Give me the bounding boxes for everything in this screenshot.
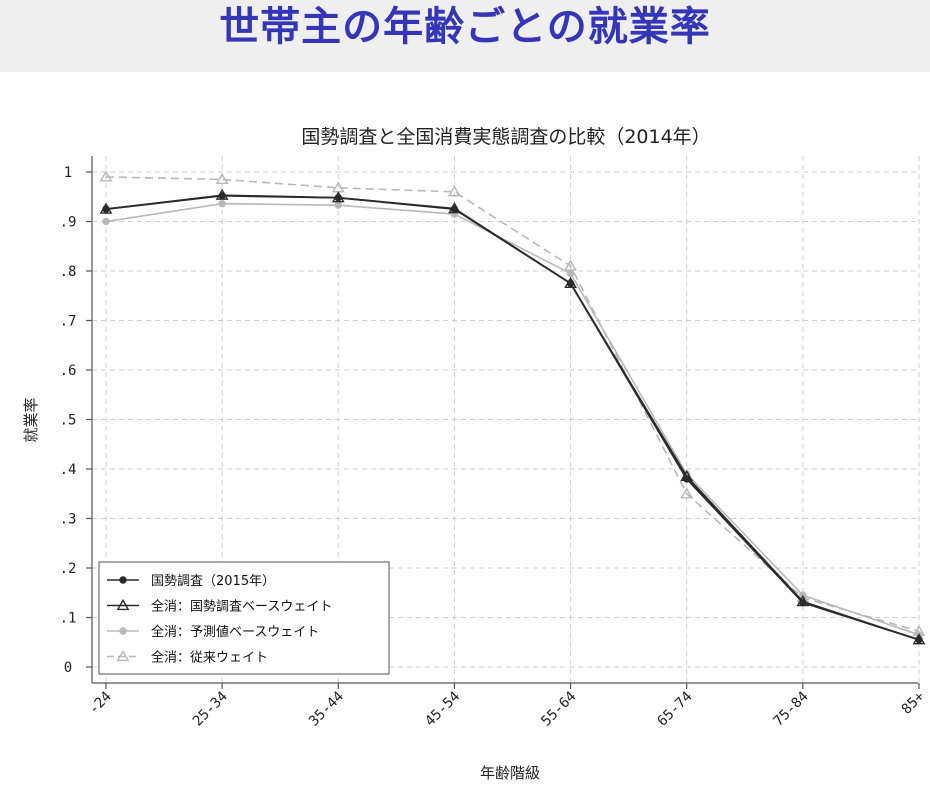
x-tick-label: 65-74 [654,689,695,730]
data-point [331,191,345,203]
x-axis-title: 年齢階級 [480,764,540,782]
x-tick-label: 35-44 [306,689,347,730]
data-point [680,469,694,482]
legend-swatch-marker [116,598,130,611]
legend-box [98,561,390,675]
data-point [99,202,113,214]
data-point [680,487,694,499]
data-point [796,595,810,607]
data-point [564,276,577,288]
x-tick-label: 25-34 [190,689,231,730]
x-tick-label: 55-64 [538,689,579,730]
data-point [912,633,926,645]
y-tick-label: .1 [60,611,77,627]
legend-label: 全消：国勢調査ベースウェイト [151,599,332,615]
data-point [218,199,226,208]
legend-label: 全消：従来ウェイト [151,650,268,666]
data-point [102,217,110,226]
x-tick-label: 85+ [899,689,928,718]
series-line [105,194,920,641]
legend-label: 国勢調査（2015年） [151,574,275,589]
y-tick-label: .5 [60,413,77,429]
y-axis-title: 就業率 [22,397,40,442]
y-tick-label: .9 [60,215,77,231]
chart-title: 国勢調査と全国消費実態調査の比較（2014年） [301,126,710,148]
legend-swatch-marker [119,627,127,635]
title-banner [0,0,930,72]
y-tick-label: 0 [64,660,72,676]
page-title: 世帯主の年齢ごとの就業率 [219,4,711,50]
legend: 国勢調査（2015年） 全消：国勢調査ベースウェイト全消：予測値ベースウェイト全消… [98,561,390,675]
legend-swatch-marker [119,576,127,584]
series-group [99,188,926,645]
y-tick-label: .8 [60,264,77,280]
series-line [105,202,920,636]
x-tick-label: 75-84 [771,689,812,730]
y-tick-label: .3 [60,512,77,528]
y-tick-label: .6 [60,363,77,379]
y-tick-label: .2 [60,561,77,577]
data-point [566,269,575,278]
x-tick-label: -24 [86,689,115,718]
data-point [215,172,229,185]
series-layer [99,170,926,645]
y-tick-label: .7 [60,314,77,330]
data-point [448,202,461,214]
legend-label: 全消：予測値ベースウェイト [151,624,319,640]
x-tick-label: 45-54 [422,689,463,730]
y-tick-label: .4 [60,462,77,478]
y-tick-label: 1 [64,165,72,181]
data-point [99,170,113,182]
data-point [334,201,342,209]
data-point [215,188,229,200]
grid-layer [92,156,920,683]
legend-swatch-marker [116,649,130,662]
data-point [448,185,461,197]
